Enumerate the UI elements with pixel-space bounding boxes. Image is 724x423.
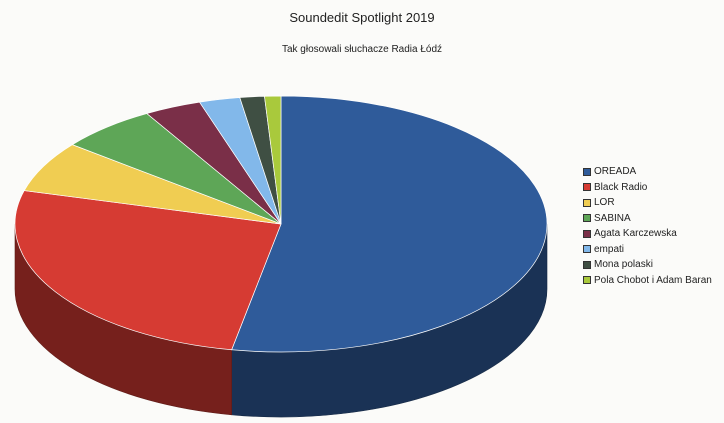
chart-title: Soundedit Spotlight 2019 <box>289 10 435 25</box>
legend-item: OREADA <box>583 164 712 180</box>
legend-item: Agata Karczewska <box>583 226 712 242</box>
legend-label: Black Radio <box>594 181 648 193</box>
pie-top <box>14 95 548 353</box>
legend-swatch <box>583 214 591 223</box>
legend-swatch <box>583 167 591 176</box>
pie-slice-pola-chobot-i-adam-baran <box>264 95 282 225</box>
legend-label: Mona polaski <box>594 259 653 270</box>
legend-swatch <box>583 183 591 192</box>
legend-label: OREADA <box>594 166 637 177</box>
legend-item: Mona polaski <box>583 257 712 273</box>
legend-item: LOR <box>583 195 712 211</box>
legend-item: Black Radio <box>583 180 712 196</box>
legend-label: empati <box>594 243 625 255</box>
legend: OREADA Black Radio LOR SABINA Agata Karczews… <box>583 164 712 288</box>
legend-label: Pola Chobot i Adam Baran <box>594 274 712 286</box>
legend-label: SABINA <box>594 212 631 224</box>
legend-label: Agata Karczewska <box>594 228 677 239</box>
pie-slice-black-radio <box>14 190 282 351</box>
legend-swatch <box>583 229 591 238</box>
legend-swatch <box>583 276 591 285</box>
legend-item: Pola Chobot i Adam Baran <box>583 273 712 289</box>
legend-swatch <box>583 245 591 254</box>
legend-item: SABINA <box>583 211 712 227</box>
chart-subtitle: Tak głosowali słuchacze Radia Łódź <box>281 44 443 55</box>
legend-swatch <box>583 198 591 207</box>
legend-label: LOR <box>594 197 615 208</box>
legend-item: empati <box>583 242 712 258</box>
legend-swatch <box>583 260 591 269</box>
pie-slice-oreada <box>231 95 548 353</box>
